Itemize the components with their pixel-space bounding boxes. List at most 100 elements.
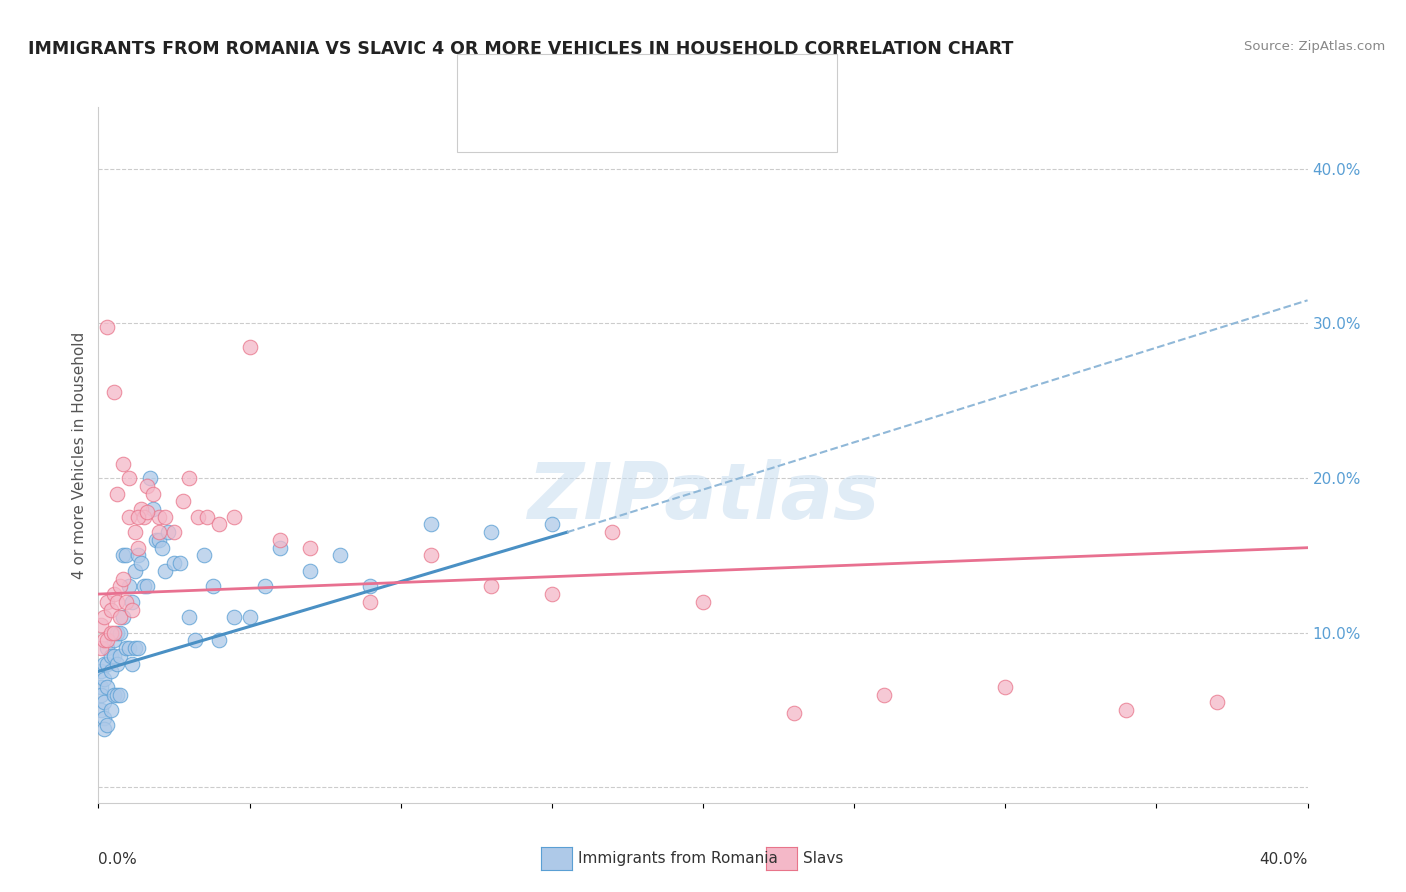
Point <box>100 665 122 679</box>
Point <box>103 633 125 648</box>
Point <box>163 525 186 540</box>
Point <box>179 610 201 624</box>
Point <box>239 610 262 624</box>
Point <box>114 641 136 656</box>
Point <box>90 641 112 656</box>
Point <box>239 340 262 354</box>
Point <box>129 502 152 516</box>
Point <box>153 509 176 524</box>
Point <box>111 549 134 563</box>
Point <box>105 595 128 609</box>
Point <box>873 688 896 702</box>
Point <box>111 572 134 586</box>
Point <box>108 688 131 702</box>
Point <box>184 633 207 648</box>
Point <box>195 509 218 524</box>
Point <box>93 610 115 624</box>
Point <box>103 688 125 702</box>
Point <box>100 625 122 640</box>
Point <box>692 595 714 609</box>
Point <box>179 471 201 485</box>
Text: Source: ZipAtlas.com: Source: ZipAtlas.com <box>1244 40 1385 54</box>
Point <box>193 549 215 563</box>
Point <box>127 549 149 563</box>
Point <box>269 541 291 555</box>
Point <box>139 471 162 485</box>
Point <box>150 541 173 555</box>
Point <box>96 319 118 334</box>
Point <box>148 525 170 540</box>
Point <box>169 556 191 570</box>
Point <box>108 579 131 593</box>
Y-axis label: 4 or more Vehicles in Household: 4 or more Vehicles in Household <box>72 331 87 579</box>
Point <box>224 509 246 524</box>
Point <box>299 541 322 555</box>
Point <box>142 502 165 516</box>
Text: 0.0%: 0.0% <box>98 852 138 866</box>
Point <box>100 602 122 616</box>
Point <box>105 486 128 500</box>
Point <box>132 579 155 593</box>
Point <box>108 610 131 624</box>
Point <box>1206 695 1229 709</box>
Point <box>118 579 141 593</box>
Point <box>224 610 246 624</box>
Text: R = 0.233   N = 64: R = 0.233 N = 64 <box>519 71 689 89</box>
Point <box>105 657 128 671</box>
Point <box>783 706 806 720</box>
Point <box>96 680 118 694</box>
Point <box>90 618 112 632</box>
Point <box>208 517 231 532</box>
Point <box>269 533 291 547</box>
Point <box>103 384 125 399</box>
Point <box>93 657 115 671</box>
Point <box>96 595 118 609</box>
Point <box>420 517 443 532</box>
Text: R = 0.064   N = 54: R = 0.064 N = 54 <box>519 104 689 122</box>
Point <box>540 517 562 532</box>
Point <box>114 549 136 563</box>
Text: Slavs: Slavs <box>803 851 844 865</box>
Point <box>114 595 136 609</box>
Point <box>360 579 382 593</box>
Point <box>100 703 122 717</box>
Point <box>103 648 125 663</box>
Point <box>108 625 131 640</box>
Point <box>93 633 115 648</box>
Point <box>93 672 115 686</box>
Point <box>96 718 118 732</box>
Point <box>172 494 194 508</box>
Point <box>90 703 112 717</box>
Point <box>121 657 143 671</box>
Point <box>105 625 128 640</box>
Point <box>108 648 131 663</box>
Point <box>994 680 1017 694</box>
Point <box>135 579 157 593</box>
Point <box>111 457 134 471</box>
Point <box>145 533 167 547</box>
Point <box>253 579 276 593</box>
Point <box>118 509 141 524</box>
Point <box>118 641 141 656</box>
Point <box>329 549 352 563</box>
Point <box>105 688 128 702</box>
Point <box>163 556 186 570</box>
Point <box>93 695 115 709</box>
Point <box>103 625 125 640</box>
Point <box>481 525 503 540</box>
Point <box>202 579 225 593</box>
Point <box>93 711 115 725</box>
Point <box>132 509 155 524</box>
Point <box>127 641 149 656</box>
Point <box>121 602 143 616</box>
Point <box>96 641 118 656</box>
Point <box>142 486 165 500</box>
Point <box>103 587 125 601</box>
Point <box>90 680 112 694</box>
Point <box>127 509 149 524</box>
Point <box>153 564 176 578</box>
Point <box>111 610 134 624</box>
Point <box>360 595 382 609</box>
Point <box>420 549 443 563</box>
Point <box>1115 703 1137 717</box>
